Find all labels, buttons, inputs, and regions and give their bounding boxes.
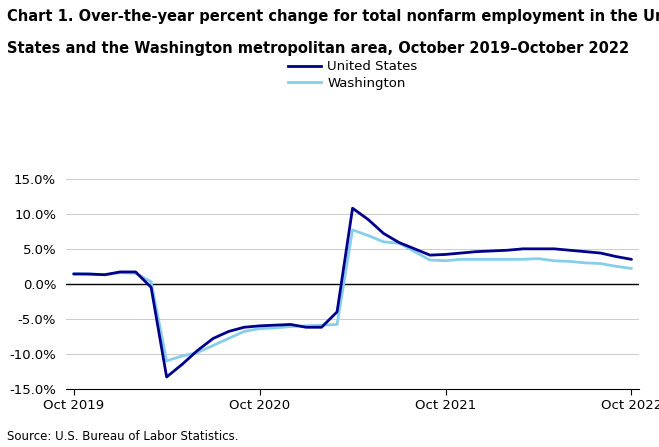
Text: Source: U.S. Bureau of Labor Statistics.: Source: U.S. Bureau of Labor Statistics. xyxy=(7,430,238,443)
Text: Chart 1. Over-the-year percent change for total nonfarm employment in the United: Chart 1. Over-the-year percent change fo… xyxy=(7,9,659,24)
Text: States and the Washington metropolitan area, October 2019–October 2022: States and the Washington metropolitan a… xyxy=(7,41,629,56)
Legend: United States, Washington: United States, Washington xyxy=(282,55,423,95)
